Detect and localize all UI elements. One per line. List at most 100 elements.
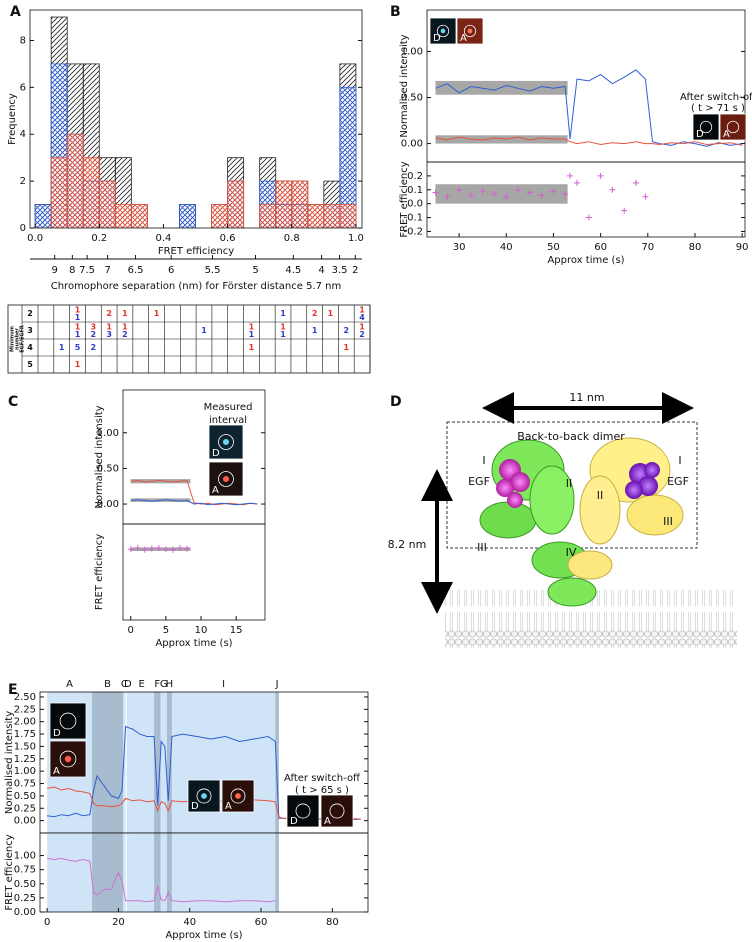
inset-bg bbox=[49, 702, 87, 740]
x-tick-label: 0.8 bbox=[284, 233, 300, 244]
table-count-red: 1 bbox=[122, 309, 128, 318]
table-count-blue: 2 bbox=[343, 326, 349, 335]
y-tick-label: 2.00 bbox=[14, 717, 36, 728]
trace bbox=[47, 857, 276, 903]
domain-label: I bbox=[482, 454, 485, 467]
x-tick-label: 0.4 bbox=[155, 233, 171, 244]
table-count-red: 1 bbox=[249, 343, 255, 352]
plot-area bbox=[435, 69, 743, 147]
histogram-bar bbox=[66, 133, 84, 228]
inset-label: D bbox=[53, 728, 61, 739]
inset-spot bbox=[64, 755, 72, 763]
region bbox=[166, 692, 172, 833]
plot-frame bbox=[29, 9, 363, 229]
x-tick-label: 0.0 bbox=[27, 233, 43, 244]
chart: 0.00 0.25 0.50 0.75 1.00 0 20 40 60 80 Approx time… bbox=[4, 832, 369, 941]
inset-circle bbox=[436, 24, 450, 38]
egf-left bbox=[496, 459, 530, 508]
y-tick-label: 2 bbox=[20, 176, 26, 187]
table-count-red: 1 bbox=[75, 323, 81, 332]
inset-bg bbox=[320, 794, 354, 828]
y-tick-label: 0 bbox=[20, 223, 26, 234]
table-count-blue: 1 bbox=[75, 313, 81, 322]
histogram-bar bbox=[339, 204, 357, 228]
y-tick-label: 0.50 bbox=[97, 463, 119, 474]
table-count-blue: 5 bbox=[75, 343, 81, 352]
plot-area bbox=[130, 479, 258, 506]
point bbox=[141, 546, 148, 553]
point bbox=[550, 188, 557, 195]
histogram-bar bbox=[34, 204, 52, 228]
mean-band bbox=[130, 479, 191, 484]
table-count-blue: 2 bbox=[91, 330, 97, 339]
point bbox=[642, 193, 649, 200]
domain-label: III bbox=[477, 541, 487, 554]
point bbox=[162, 546, 169, 553]
region-label: A bbox=[66, 679, 73, 690]
y-tick-label: 0.00 bbox=[14, 907, 36, 918]
plot-frame bbox=[122, 523, 266, 621]
histogram-bar bbox=[50, 157, 68, 228]
inset-image: D bbox=[286, 794, 320, 828]
region-label: G bbox=[160, 679, 168, 690]
ligand-label: EGF bbox=[468, 475, 490, 488]
domain-label: II bbox=[566, 477, 573, 490]
point bbox=[538, 192, 545, 199]
table-count-blue: 1 bbox=[59, 343, 65, 352]
table-count-red: 1 bbox=[328, 309, 334, 318]
inset-label: A bbox=[225, 801, 232, 812]
inset-image: A bbox=[49, 740, 87, 778]
inset-spot bbox=[222, 438, 230, 446]
table-count-blue: 1 bbox=[280, 330, 286, 339]
inset-image: D bbox=[692, 113, 720, 141]
inset-image: A bbox=[456, 17, 484, 45]
point bbox=[148, 545, 155, 552]
x-tick-label: 10 bbox=[195, 625, 208, 636]
y-tick-label: 0.25 bbox=[14, 893, 36, 904]
inset-spot bbox=[235, 793, 241, 799]
y-axis-title: FRET efficiency bbox=[94, 534, 105, 610]
inset-circle bbox=[59, 750, 77, 768]
inset-circle bbox=[196, 788, 212, 804]
inset-circle bbox=[218, 471, 234, 487]
y-tick-label: 0.0 bbox=[407, 199, 423, 210]
y-axis-title: Frequency bbox=[7, 93, 18, 145]
point bbox=[432, 189, 439, 196]
width-label: 11 nm bbox=[569, 391, 604, 404]
annotation: ( t > 65 s ) bbox=[295, 785, 349, 796]
histogram-bar bbox=[114, 204, 132, 228]
inset-circle bbox=[295, 803, 311, 819]
region-label: F bbox=[154, 679, 160, 690]
region bbox=[275, 692, 279, 833]
table-count-blue: 2 bbox=[91, 343, 97, 352]
region bbox=[92, 692, 124, 833]
point bbox=[456, 186, 463, 193]
inset-circle bbox=[329, 803, 345, 819]
plot-frame bbox=[39, 832, 369, 913]
inset-label: A bbox=[324, 816, 331, 827]
panel-label: A bbox=[10, 4, 21, 20]
inset-image: D bbox=[49, 702, 87, 740]
histogram-bar bbox=[275, 180, 293, 228]
point bbox=[566, 172, 573, 179]
table-count-blue: 1 bbox=[249, 330, 255, 339]
chart: A B CD E F GH I J0.000.250.500.751.001.251.501.… bbox=[4, 679, 369, 834]
domain-label: II bbox=[597, 489, 604, 502]
y-tick-label: 0.00 bbox=[14, 816, 36, 827]
mean-band bbox=[130, 547, 191, 551]
point bbox=[574, 179, 581, 186]
annotation: ( t > 71 s ) bbox=[691, 103, 745, 114]
y-tick-label: 1.50 bbox=[14, 741, 36, 752]
inset-spot bbox=[222, 475, 230, 483]
inset-label: D bbox=[191, 801, 199, 812]
table-count-blue: 2 bbox=[359, 330, 365, 339]
region bbox=[171, 833, 276, 912]
table-count-red: 1 bbox=[75, 306, 81, 315]
histogram-bar bbox=[82, 157, 100, 228]
ligand-label: EGF bbox=[667, 475, 689, 488]
region bbox=[126, 692, 130, 833]
inset-circle bbox=[59, 712, 77, 730]
